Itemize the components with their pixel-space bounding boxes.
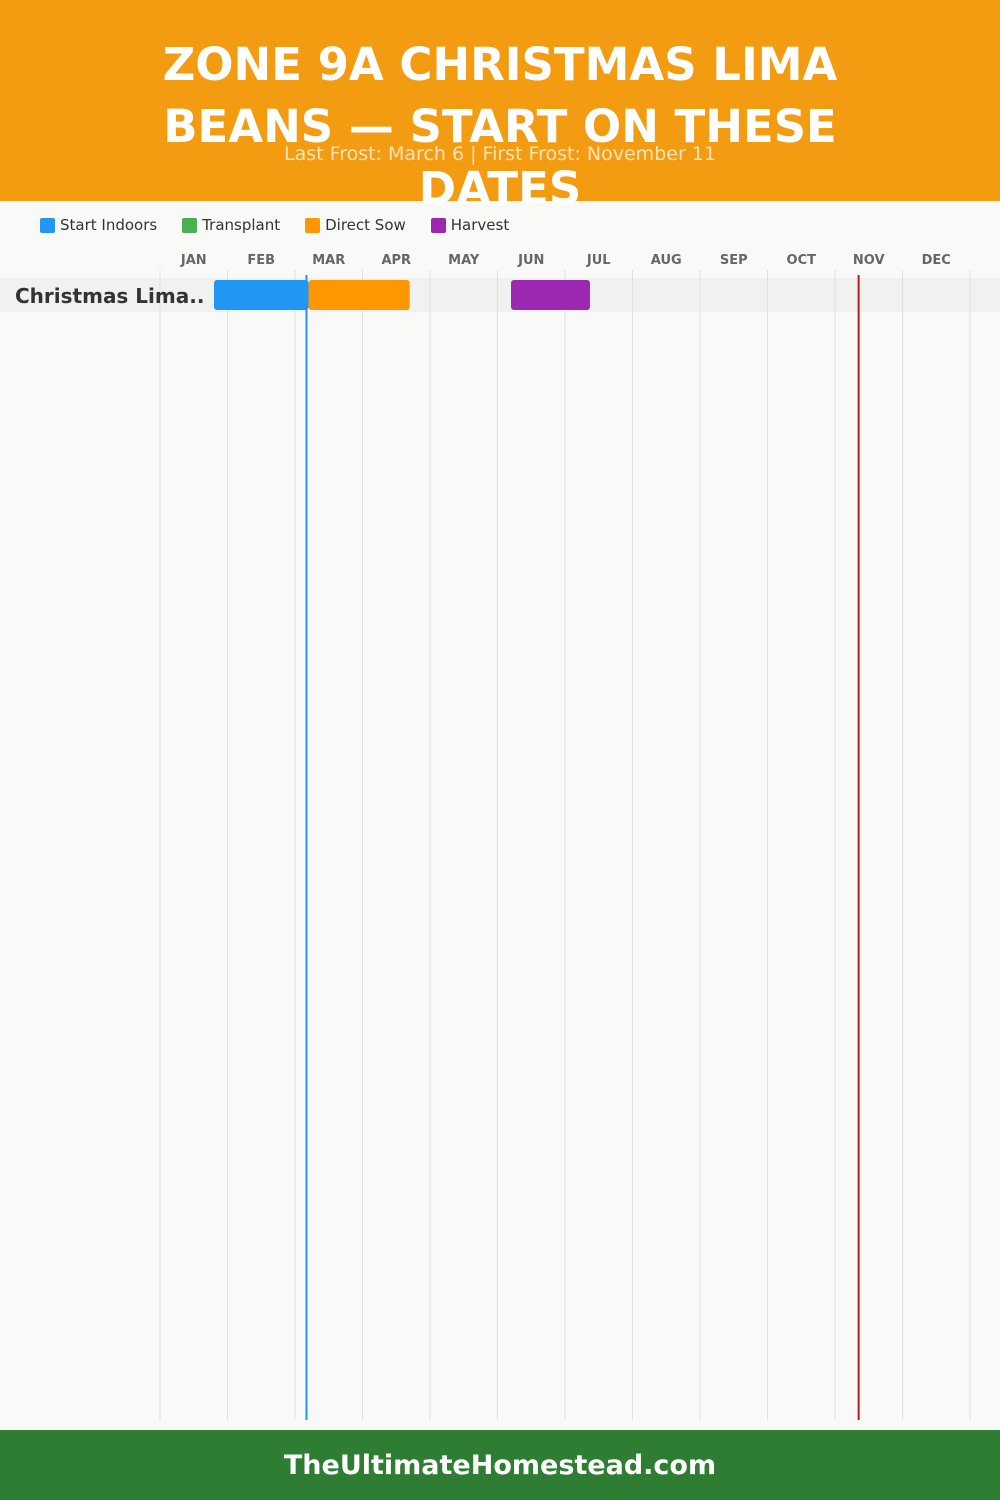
month-label-jan: JAN [180, 253, 207, 268]
month-label-oct: OCT [787, 253, 817, 268]
legend-swatch-start-indoors [40, 217, 55, 233]
month-label-sep: SEP [720, 253, 748, 268]
month-label-jun: JUN [517, 253, 544, 268]
legend-swatch-harvest [430, 217, 446, 233]
month-label-nov: NOV [853, 253, 885, 268]
bar-harvest [511, 280, 590, 310]
month-label-may: MAY [448, 253, 480, 268]
legend-item-harvest: Harvest [430, 216, 510, 234]
row-band [0, 278, 1000, 312]
month-label-jul: JUL [586, 253, 611, 268]
month-label-aug: AUG [651, 253, 682, 268]
legend-swatch-direct-sow [305, 217, 321, 233]
month-label-dec: DEC [922, 253, 951, 268]
legend-label-direct-sow: Direct Sow [325, 216, 406, 234]
header-banner: ZONE 9A CHRISTMAS LIMA BEANS — START ON … [0, 0, 1000, 215]
site-url[interactable]: TheUltimateHomestead.com [283, 1449, 717, 1481]
page-title: ZONE 9A CHRISTMAS LIMA BEANS — START ON … [162, 38, 838, 215]
month-label-apr: APR [381, 253, 411, 268]
legend-item-transplant: Transplant [182, 216, 280, 234]
month-label-feb: FEB [247, 253, 275, 268]
legend: Start Indoors Transplant Direct Sow Harv… [40, 214, 534, 236]
legend-swatch-transplant [182, 217, 198, 233]
planting-calendar-chart: JAN FEB MAR APR MAY JUN JUL AUG SEP OCT NOV DEC Chri… [0, 253, 1000, 1420]
legend-label-harvest: Harvest [450, 216, 510, 234]
legend-item-start-indoors: Start Indoors [40, 216, 157, 234]
row-label: Christmas Lima.. [15, 284, 204, 308]
month-label-mar: MAR [312, 253, 345, 268]
legend-label-start-indoors: Start Indoors [60, 216, 158, 234]
bar-direct-sow [308, 280, 410, 310]
footer-banner: TheUltimateHomestead.com [0, 1430, 1000, 1500]
frost-dates-subtitle: Last Frost: March 6 | First Frost: Novem… [284, 143, 716, 165]
legend-label-transplant: Transplant [202, 216, 281, 234]
legend-item-direct-sow: Direct Sow [305, 216, 406, 234]
bar-start-indoors [214, 280, 309, 310]
